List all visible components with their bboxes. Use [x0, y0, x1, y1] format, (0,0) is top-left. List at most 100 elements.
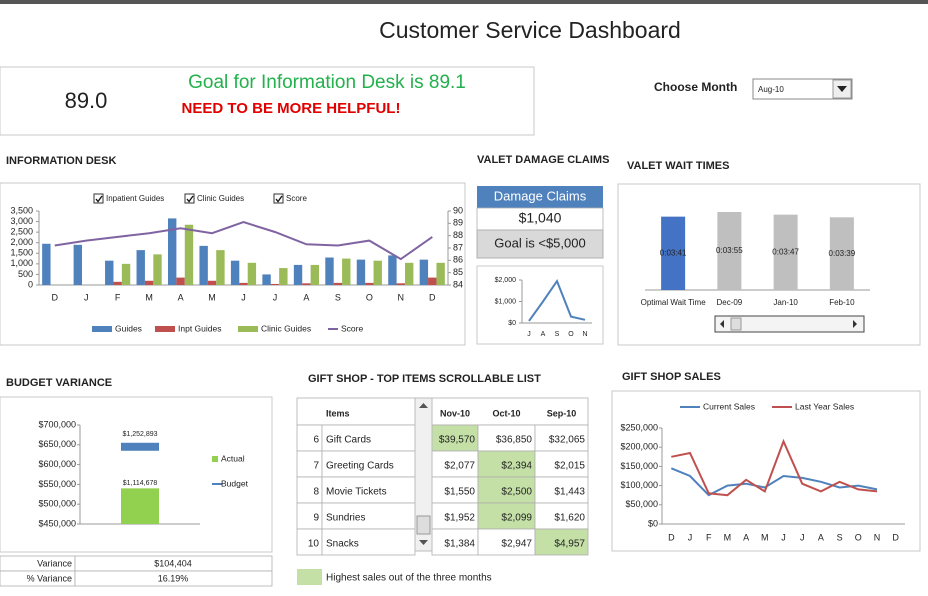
- x-tick-label: M: [145, 292, 153, 302]
- table-cell: [296, 502, 323, 530]
- y-tick-label: $650,000: [38, 439, 76, 449]
- x-tick-label: F: [706, 532, 712, 542]
- bar: [42, 243, 51, 285]
- x-tick-label: Dec-09: [716, 298, 742, 307]
- table-cell-text: $2,099: [501, 513, 532, 524]
- x-tick-label: O: [366, 292, 373, 302]
- table-header: Oct-10: [492, 408, 520, 418]
- table-cell-text: $1,550: [444, 487, 475, 498]
- x-tick-label: N: [398, 292, 405, 302]
- value-label: 0:03:41: [660, 248, 687, 257]
- claims-goal-bg: [476, 229, 604, 259]
- y-tick-label: $1,000: [495, 298, 517, 305]
- bar: [113, 281, 122, 285]
- line-series: [528, 278, 586, 322]
- line-series: [671, 438, 878, 497]
- scrollbar[interactable]: [714, 315, 865, 333]
- table-cell-text: 8: [313, 487, 319, 498]
- x-tick-label: N: [874, 532, 881, 542]
- table-cell: [431, 528, 479, 556]
- table-header-bg: [296, 397, 589, 426]
- x-tick-label: Feb-10: [829, 298, 855, 307]
- y2-tick-label: 88: [453, 230, 463, 240]
- table-cell: [296, 450, 323, 478]
- x-tick-label: D: [51, 292, 58, 302]
- table-cell-text: Gift Cards: [326, 435, 371, 446]
- bar: [136, 250, 145, 285]
- y-tick-label: 1,000: [10, 258, 33, 268]
- scrollbar-thumb[interactable]: [730, 317, 742, 331]
- x-tick-label: A: [743, 532, 749, 542]
- month-dropdown[interactable]: Aug-10: [752, 78, 853, 100]
- x-tick-label: J: [527, 331, 531, 338]
- bar: [333, 282, 343, 285]
- dropdown-arrow: [837, 86, 847, 92]
- bar: [405, 262, 414, 285]
- kpi-score: 89.0: [65, 88, 108, 113]
- bar: [356, 259, 366, 285]
- table-cell-text: 9: [313, 513, 319, 524]
- y-tick-label: 0: [28, 279, 33, 289]
- bar: [167, 218, 177, 285]
- y2-tick-label: 89: [453, 218, 463, 228]
- y-tick-label: $600,000: [38, 459, 76, 469]
- table-cell-text: $1,952: [444, 513, 475, 524]
- bar: [428, 277, 437, 285]
- dropdown-value[interactable]: Aug-10: [758, 85, 784, 94]
- chart-title: VALET WAIT TIMES: [627, 160, 729, 172]
- table-cell: [296, 528, 323, 556]
- table-cell-text: $2,015: [554, 461, 585, 472]
- legend-swatch: [155, 326, 175, 332]
- table-cell-text: $1,443: [554, 487, 585, 498]
- bar: [184, 224, 194, 285]
- bar: [144, 280, 154, 285]
- legend-label: Actual: [221, 453, 245, 463]
- bar: [279, 268, 288, 285]
- bar: [829, 217, 854, 290]
- x-tick-label: J: [241, 292, 246, 302]
- y-tick-label: $500,000: [38, 499, 76, 509]
- checkbox-label: Score: [286, 194, 307, 203]
- legend-swatch: [212, 456, 218, 462]
- annotation: $1,252,893: [122, 431, 157, 438]
- kpi-goal: Goal for Information Desk is 89.1: [188, 72, 466, 93]
- checkmark: [95, 195, 103, 203]
- x-tick-label: M: [761, 532, 769, 542]
- table-cell: [534, 450, 589, 478]
- bar: [121, 263, 131, 285]
- scrollbar-track[interactable]: [714, 315, 865, 333]
- bar: [302, 283, 311, 285]
- table-title: GIFT SHOP - TOP ITEMS SCROLLABLE LIST: [308, 373, 541, 385]
- y-tick-label: $50,000: [625, 499, 658, 509]
- bar: [262, 274, 271, 285]
- table-cell: [321, 450, 416, 478]
- x-tick-label: J: [84, 292, 89, 302]
- table-cell-text: $4,957: [554, 539, 585, 550]
- y2-tick-label: 85: [453, 267, 463, 277]
- bar: [73, 244, 82, 285]
- dashboard-title: Customer Service Dashboard: [379, 17, 681, 43]
- checkbox[interactable]: [93, 193, 104, 204]
- line-series: [54, 221, 433, 261]
- checkbox-label: Clinic Guides: [197, 194, 244, 203]
- bar: [342, 258, 351, 285]
- table-cell-text: $36,850: [496, 435, 533, 446]
- table-cell: [534, 528, 589, 556]
- checkmark: [275, 195, 283, 203]
- y-tick-label: 2,500: [10, 227, 33, 237]
- x-tick-label: D: [892, 532, 899, 542]
- dropdown-box[interactable]: [752, 78, 853, 100]
- y-tick-label: $700,000: [38, 419, 76, 429]
- claims-goal: Goal is <$5,000: [494, 235, 585, 250]
- chart-title: BUDGET VARIANCE: [6, 377, 112, 389]
- checkbox[interactable]: [184, 193, 195, 204]
- table-cell-text: $2,394: [501, 461, 532, 472]
- y-tick-label: 2,000: [10, 237, 33, 247]
- checkbox[interactable]: [273, 193, 284, 204]
- bar: [239, 282, 248, 285]
- x-tick-label: J: [781, 532, 786, 542]
- value-label: 0:03:47: [772, 247, 799, 256]
- table-cell-text: $1,384: [444, 539, 475, 550]
- x-tick-label: Jan-10: [773, 298, 798, 307]
- x-tick-label: J: [688, 532, 693, 542]
